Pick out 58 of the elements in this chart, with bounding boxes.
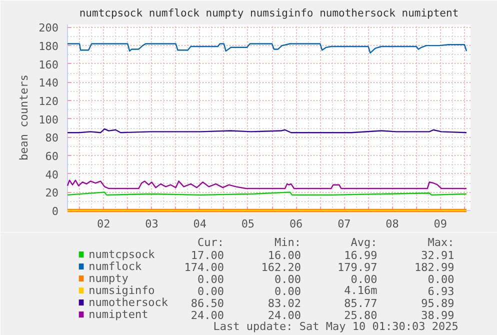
text: 6.93	[428, 285, 454, 298]
text: 17.00	[190, 249, 224, 262]
y-tick-label: 80	[45, 132, 59, 145]
text: 0.00	[274, 285, 302, 298]
chart-title: numtcpsock numflock numpty numsiginfo numothersock numiptent	[79, 8, 459, 20]
text: 16.00	[268, 249, 302, 262]
legend-label: numsiginfo	[88, 284, 155, 297]
text: 95.89	[421, 297, 454, 310]
text: 0.00	[350, 273, 378, 286]
x-tick-label: 09	[434, 218, 448, 230]
y-tick-label: 120	[38, 95, 59, 108]
y-tick-label: 60	[45, 150, 59, 164]
text: 0.00	[274, 273, 302, 286]
x-tick-label: 08	[386, 218, 399, 230]
text: 16.99	[344, 249, 378, 262]
text: 24.00	[268, 309, 302, 322]
text: 24.00	[190, 309, 224, 322]
text: 174.00	[184, 261, 224, 274]
text: 25.80	[344, 309, 378, 322]
text: Min:	[274, 236, 302, 249]
legend-label: numtcpsock	[88, 248, 156, 261]
text: 0.00	[428, 273, 454, 286]
text: 86.50	[190, 297, 224, 310]
legend-label: numflock	[88, 260, 142, 273]
y-tick-label: 180	[38, 40, 59, 54]
text: 0.00	[198, 285, 224, 298]
text: 32.91	[421, 249, 454, 262]
text: 0.00	[198, 273, 224, 286]
x-tick-label: 02	[96, 218, 110, 230]
y-axis-title: bean counters	[18, 74, 31, 161]
text: 182.99	[414, 261, 454, 274]
text: 85.77	[344, 297, 378, 310]
y-tick-label: 160	[38, 58, 59, 72]
y-tick-label: 0	[52, 205, 58, 218]
y-tick-label: 200	[38, 22, 59, 35]
legend-label: numiptent	[88, 308, 148, 321]
x-tick-label: 03	[145, 218, 158, 230]
y-tick-label: 20	[45, 186, 59, 200]
legend-label: numpty	[88, 272, 129, 285]
text: 162.20	[261, 261, 302, 274]
text: 179.97	[338, 261, 378, 274]
y-tick-label: 40	[45, 168, 59, 182]
text: Last update: Sat May 10 01:30:03 2025	[213, 320, 458, 333]
y-tick-label: 140	[38, 76, 59, 90]
x-tick-label: 04	[193, 218, 207, 230]
text: 83.02	[268, 297, 302, 310]
line-series	[66, 43, 468, 54]
line-series	[66, 180, 468, 190]
x-tick-label: 07	[338, 218, 351, 230]
x-tick-label: 05	[241, 218, 255, 230]
text: Max:	[428, 236, 454, 249]
text: 4.16m	[344, 284, 378, 297]
x-tick-label: 06	[289, 218, 303, 230]
y-tick-label: 100	[38, 113, 59, 126]
text: Avg:	[350, 236, 378, 249]
legend-label: numothersock	[88, 296, 168, 309]
text: 38.99	[421, 309, 454, 322]
text: Cur:	[198, 236, 224, 249]
